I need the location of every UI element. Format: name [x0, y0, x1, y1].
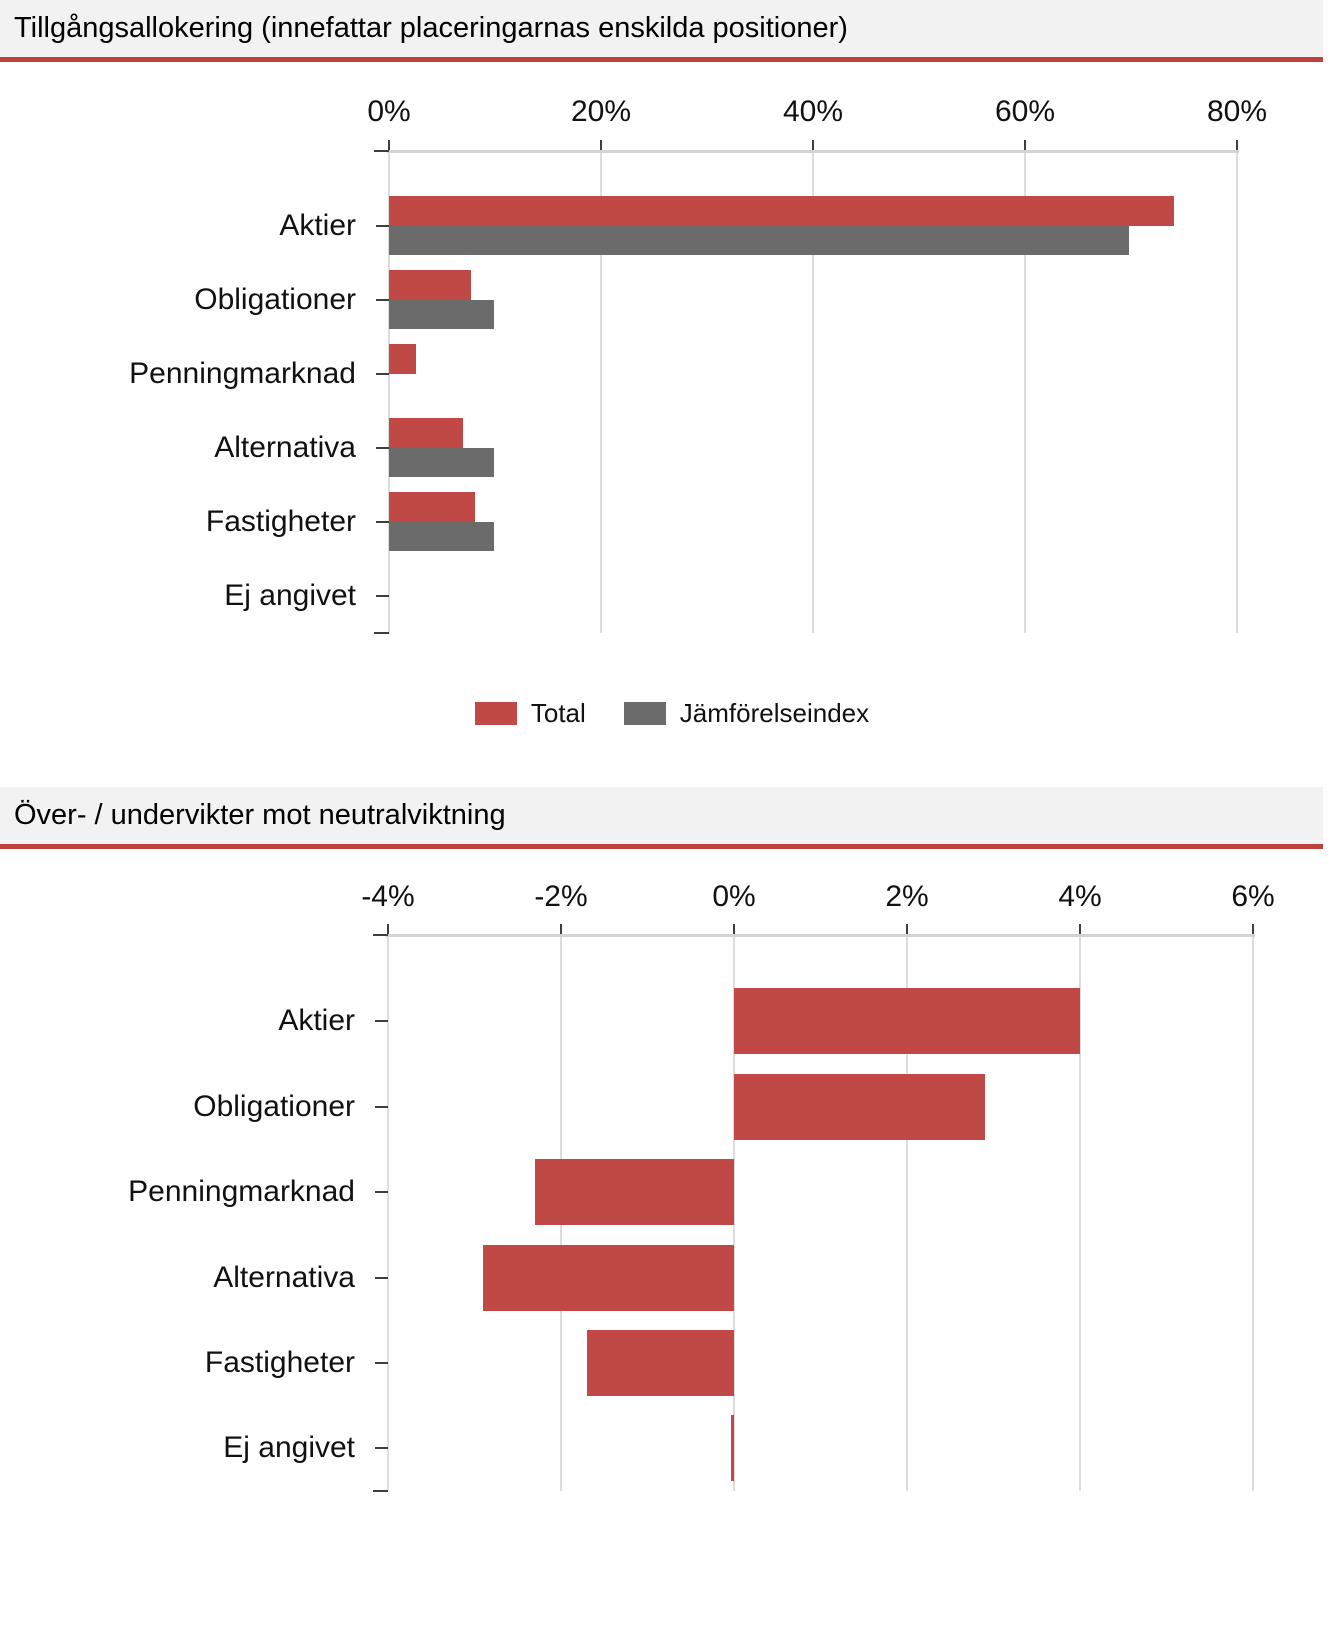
x-axis-tick — [388, 140, 390, 152]
category-tick — [375, 1020, 388, 1023]
x-axis-tick — [733, 924, 735, 936]
bar-total-alternativa — [483, 1244, 734, 1311]
bar-total-penningmarknad — [535, 1159, 734, 1226]
category-tick — [376, 299, 389, 301]
gridline — [388, 152, 390, 633]
gridline — [812, 152, 814, 633]
category-tick — [376, 373, 389, 375]
allocation-chart-header: Tillgångsallokering (innefattar placerin… — [0, 0, 1323, 62]
legend-item-total: Total — [474, 697, 586, 729]
bar-total-aktier — [389, 196, 1175, 226]
category-tick — [376, 447, 389, 449]
x-axis-tick-label: 0% — [712, 880, 756, 913]
gridline — [906, 936, 908, 1491]
bar-j-mf-relseindex-aktier — [389, 226, 1129, 255]
x-axis-tick — [1079, 924, 1081, 936]
category-label: Fastigheter — [205, 505, 356, 538]
x-axis-tick-label: 0% — [367, 95, 411, 128]
x-axis-tick — [1236, 140, 1238, 152]
x-axis-tick — [1252, 924, 1254, 936]
x-axis-tick-label: 60% — [994, 95, 1056, 128]
y-axis-top-end-tick — [373, 934, 388, 936]
category-label: Alternativa — [214, 431, 356, 464]
category-label: Obligationer — [194, 283, 356, 316]
category-tick — [375, 1361, 388, 1364]
x-axis-tick-label: 80% — [1206, 95, 1268, 128]
category-tick — [375, 1105, 388, 1108]
x-axis-tick-label: 4% — [1058, 880, 1102, 913]
category-label: Aktier — [278, 1004, 355, 1038]
x-axis-tick — [560, 924, 562, 936]
x-axis-line — [387, 150, 1239, 153]
category-label: Penningmarknad — [129, 357, 356, 390]
bar-total-aktier — [734, 988, 1080, 1055]
gridline — [1252, 936, 1254, 1491]
x-axis-tick-label: 20% — [570, 95, 632, 128]
bar-total-fastigheter — [389, 492, 475, 522]
bar-total-ej-angivet — [730, 1415, 734, 1482]
gridline — [1236, 152, 1238, 633]
benchmark-swatch — [623, 701, 666, 725]
x-axis-tick — [387, 924, 389, 936]
weights-chart-header: Över- / undervikter mot neutralviktning — [0, 787, 1323, 849]
category-label: Ej angivet — [224, 579, 356, 612]
y-axis-bottom-end-tick — [374, 632, 389, 634]
category-label: Ej angivet — [223, 1431, 355, 1465]
x-axis-tick-label: 40% — [782, 95, 844, 128]
allocation-chart-legend: Total Jämförelseindex — [0, 694, 1344, 732]
x-axis-tick — [906, 924, 908, 936]
x-axis-tick-label: 6% — [1231, 880, 1275, 913]
weights-plot-area — [373, 924, 1255, 1492]
y-axis-top-end-tick — [374, 150, 389, 152]
gridline — [387, 936, 389, 1491]
bar-j-mf-relseindex-alternativa — [389, 448, 494, 477]
category-tick — [376, 595, 389, 597]
category-tick — [376, 225, 389, 227]
category-tick — [376, 521, 389, 523]
allocation-chart-title: Tillgångsallokering (innefattar placerin… — [14, 12, 848, 44]
x-axis-tick-label: 2% — [885, 880, 929, 913]
bar-total-obligationer — [734, 1073, 985, 1140]
category-label: Fastigheter — [204, 1345, 355, 1379]
x-axis-tick — [812, 140, 814, 152]
bar-j-mf-relseindex-fastigheter — [389, 522, 494, 551]
bar-total-alternativa — [389, 418, 464, 448]
category-tick — [375, 1447, 388, 1450]
legend-label-total: Total — [530, 697, 586, 728]
gridline — [1079, 936, 1081, 1491]
legend-item-benchmark: Jämförelseindex — [623, 697, 870, 729]
gridline — [600, 152, 602, 633]
x-axis-line — [386, 934, 1255, 937]
category-tick — [375, 1276, 388, 1279]
allocation-plot-area — [374, 140, 1239, 634]
bar-total-obligationer — [389, 270, 471, 300]
weights-chart-title: Över- / undervikter mot neutralviktning — [14, 799, 506, 831]
gridline — [1024, 152, 1026, 633]
category-label: Alternativa — [213, 1260, 355, 1294]
x-axis-tick-label: -2% — [534, 880, 588, 913]
legend-label-benchmark: Jämförelseindex — [679, 697, 870, 728]
category-label: Aktier — [279, 209, 356, 242]
y-axis-bottom-end-tick — [373, 1490, 388, 1492]
bar-j-mf-relseindex-obligationer — [389, 300, 494, 329]
gridline — [733, 936, 735, 1491]
x-axis-tick — [1024, 140, 1026, 152]
total-swatch — [474, 701, 517, 725]
bar-total-penningmarknad — [389, 344, 416, 374]
bar-total-fastigheter — [586, 1329, 734, 1396]
category-label: Penningmarknad — [128, 1175, 355, 1209]
x-axis-tick — [600, 140, 602, 152]
category-label: Obligationer — [193, 1089, 355, 1123]
category-tick — [375, 1191, 388, 1194]
x-axis-tick-label: -4% — [361, 880, 415, 913]
